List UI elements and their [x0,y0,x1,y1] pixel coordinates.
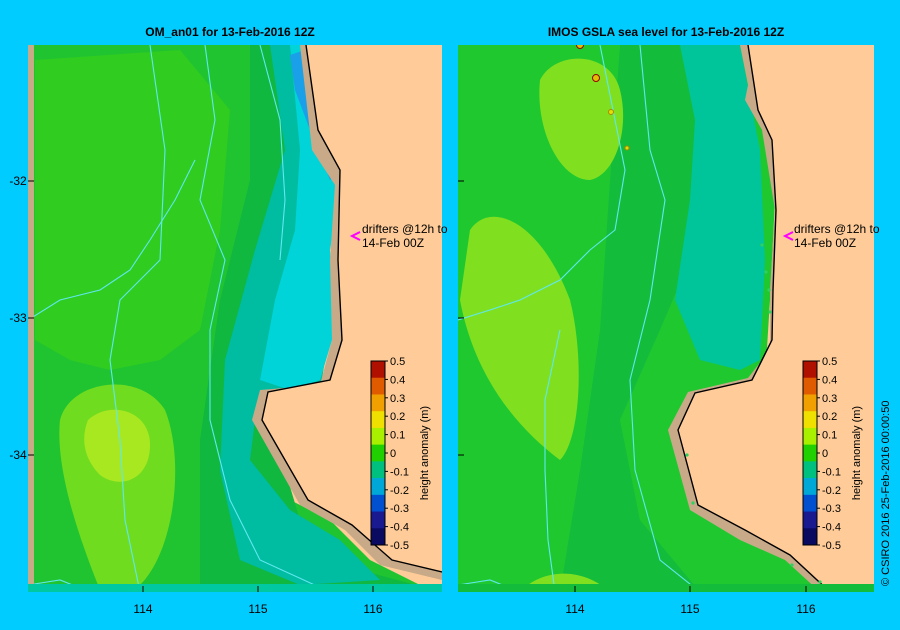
colorbar-tick-label: -0.3 [390,503,409,515]
credit-text: © CSIRO 2016 25-Feb-2016 00:00:50 [880,401,892,586]
colorbar-swatch [803,528,817,546]
right-colorbar: 0.5 0.4 0.3 0.2 0.1 0 -0.1 -0.2 -0.3 -0.4 -0.5 heig… [802,356,863,552]
drifter-marker [760,243,764,247]
colorbar-swatch [803,511,817,529]
colorbar-swatch [371,461,385,479]
drifter-marker [691,501,695,505]
longitude-tick-label: 114 [565,602,584,616]
left-contour-eddy-core [84,409,150,482]
colorbar-swatch [803,427,817,446]
left-colorbar: 0.5 0.4 0.3 0.2 0.1 0 -0.1 -0.2 -0.3 -0.4 -0.5 heig… [370,356,431,552]
drifter-marker [576,45,584,49]
colorbar-swatch [803,478,817,496]
longitude-tick-label: 115 [248,602,267,616]
colorbar-tick-label: -0.5 [390,540,409,552]
right-drifter-label-line1: drifters @12h to [794,222,880,236]
colorbar-swatch [371,478,385,496]
colorbar-tick-label: -0.2 [822,485,841,497]
left-drifter-label-line2: 14-Feb 00Z [362,236,424,250]
colorbar-label: height anomaly (m) [851,406,863,500]
latitude-tick-label: -33 [9,311,27,325]
longitude-tick-label: 115 [680,602,699,616]
latitude-tick-label: -34 [9,448,27,462]
colorbar-tick-label: 0.3 [390,393,405,405]
colorbar-swatch [803,411,817,429]
left-drifter-label-line1: drifters @12h to [362,222,448,236]
colorbar-tick-label: -0.4 [822,522,841,534]
colorbar-tick-label: 0.3 [822,393,837,405]
colorbar-swatch [371,361,385,379]
colorbar-tick-label: 0.5 [822,356,837,368]
right-south-border [458,584,874,592]
colorbar-label: height anomaly (m) [419,406,431,500]
colorbar-tick-label: 0 [390,448,396,460]
drifter-marker [608,109,614,115]
colorbar-tick-label: 0 [822,448,828,460]
colorbar-tick-label: 0.2 [390,411,405,423]
right-land [678,45,874,592]
colorbar-swatch [371,444,385,462]
longitude-tick-label: 116 [796,602,815,616]
colorbar-tick-label: -0.4 [390,522,409,534]
colorbar-swatch [803,494,817,513]
colorbar-swatch [371,511,385,529]
right-panel-title: IMOS GSLA sea level for 13-Feb-2016 12Z [548,25,784,39]
longitude-tick-label: 116 [363,602,382,616]
drifter-marker [790,563,794,567]
colorbar-tick-label: 0.5 [390,356,405,368]
colorbar-tick-label: 0.4 [390,374,405,386]
right-contour-mid [560,45,720,592]
left-land [262,45,442,572]
drifter-marker [624,145,630,151]
colorbar-swatch [803,444,817,462]
left-coastline [261,45,442,573]
colorbar-swatch [803,377,817,395]
colorbar-swatch [803,361,817,379]
right-contour-shelf [675,45,765,370]
right-contour-north-eddy [539,58,624,180]
left-south-border [28,584,442,592]
colorbar-tick-label: -0.3 [822,503,841,515]
latitude-tick-label: -32 [9,174,27,188]
colorbar-swatch [371,394,385,412]
left-drifter-arrow [349,231,361,241]
latitude-tick-labels: -32 -33 -34 [9,174,27,462]
right-drifter-markers [576,45,822,584]
left-contour-mid [200,45,442,592]
drifter-marker [768,310,772,314]
right-drifter-arrow [782,231,794,241]
colorbar-tick-label: 0.1 [390,430,405,442]
right-drifter-label-line2: 14-Feb 00Z [794,236,856,250]
drifter-marker [767,288,771,292]
left-contour-west-eddy [35,50,230,370]
right-isobaths [458,45,701,592]
longitude-tick-label: 114 [133,602,152,616]
axis-tick-marks [28,180,807,592]
drifter-marker [764,270,768,274]
colorbar-tick-label: -0.1 [822,466,841,478]
colorbar-tick-label: -0.1 [390,466,409,478]
left-panel-title: OM_an01 for 13-Feb-2016 12Z [145,25,314,39]
colorbar-swatch [803,461,817,479]
colorbar-tick-label: 0.2 [822,411,837,423]
colorbar-tick-label: 0.4 [822,374,837,386]
right-contour-south-eddy [460,216,579,460]
colorbar-swatch [371,494,385,513]
colorbar-swatch [371,427,385,446]
colorbar-swatch [371,377,385,395]
colorbar-swatch [371,528,385,546]
drifter-marker [818,580,822,584]
colorbar-swatch [803,394,817,412]
colorbar-tick-label: -0.5 [822,540,841,552]
colorbar-tick-label: -0.2 [390,485,409,497]
colorbar-swatch [371,411,385,429]
drifter-marker [685,453,689,457]
colorbar-tick-label: 0.1 [822,430,837,442]
drifter-marker [592,74,600,82]
right-coastline [677,45,831,592]
longitude-tick-labels: 114 115 116 114 115 116 [133,602,815,616]
